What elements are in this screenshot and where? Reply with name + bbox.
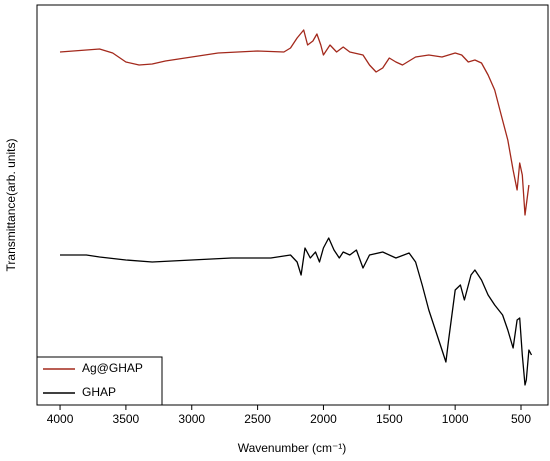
x-tick-label: 2500 [244, 412, 271, 426]
x-tick-label: 3500 [113, 412, 140, 426]
series-line [59, 29, 530, 216]
x-tick-label: 2000 [310, 412, 337, 426]
y-axis-label: Transmittance(arb. units) [4, 139, 18, 272]
x-axis-label: Wavenumber (cm⁻¹) [238, 441, 347, 455]
plot-frame [36, 4, 549, 406]
x-tick-label: 4000 [47, 412, 74, 426]
series-line [60, 237, 533, 386]
x-tick-label: 3000 [178, 412, 205, 426]
x-tick-label: 1500 [376, 412, 403, 426]
legend-label: Ag@GHAP [82, 361, 143, 375]
legend-label: GHAP [82, 385, 116, 399]
x-tick-label: 500 [511, 412, 531, 426]
legend-box [36, 356, 163, 406]
x-tick-label: 1000 [442, 412, 469, 426]
